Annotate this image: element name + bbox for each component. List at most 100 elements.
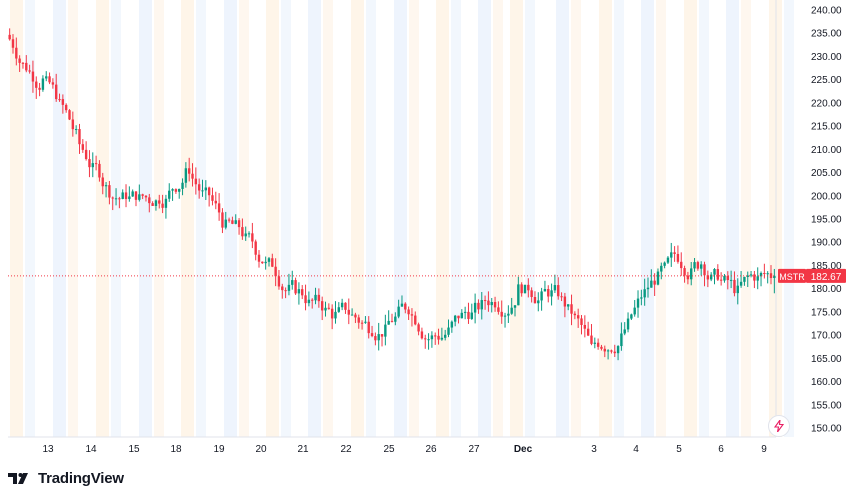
candle-body xyxy=(460,312,464,319)
candle-body xyxy=(48,76,51,83)
candle-body xyxy=(686,275,690,280)
y-tick-label: 150.00 xyxy=(811,424,842,435)
candle-body xyxy=(390,320,394,322)
candle-body xyxy=(227,219,231,221)
candle-body xyxy=(749,274,753,276)
candle-body xyxy=(81,144,85,150)
session-band xyxy=(53,0,66,437)
candle-body xyxy=(45,76,48,79)
candle-body xyxy=(94,163,98,165)
candle-body xyxy=(600,346,603,349)
session-band xyxy=(224,0,237,437)
session-band xyxy=(181,0,194,437)
candle-body xyxy=(264,261,267,264)
y-tick-label: 175.00 xyxy=(811,307,842,318)
candle-body xyxy=(118,198,121,200)
candlestick-chart[interactable]: 240.00 235.00 230.00 225.00 220.00 215.00 210.… xyxy=(0,0,852,462)
candle-body xyxy=(547,289,550,297)
session-band xyxy=(25,0,35,437)
lightning-icon xyxy=(773,420,785,432)
candle-body xyxy=(31,71,35,82)
candle-body xyxy=(480,300,483,310)
candle-body xyxy=(414,315,417,325)
session-band xyxy=(510,0,523,437)
session-band xyxy=(10,0,23,437)
candle-body xyxy=(487,300,490,306)
y-tick-label: 240.00 xyxy=(811,5,842,16)
candle-body xyxy=(417,324,420,332)
candle-body xyxy=(340,302,344,308)
session-band xyxy=(239,0,249,437)
candle-body xyxy=(493,301,497,308)
candle-body xyxy=(470,312,473,319)
candle-body xyxy=(424,338,427,340)
candle-body xyxy=(98,163,101,178)
candle-body xyxy=(267,258,271,262)
candle-body xyxy=(317,294,321,302)
candle-body xyxy=(144,195,148,198)
candle-body xyxy=(78,129,81,145)
candle-body xyxy=(64,104,68,111)
candle-body xyxy=(291,280,294,285)
candle-body xyxy=(633,307,636,315)
candle-body xyxy=(576,315,580,319)
candle-body xyxy=(676,253,680,262)
candle-body xyxy=(400,303,404,307)
candle-body xyxy=(636,298,640,308)
candle-body xyxy=(573,313,577,316)
candle-body xyxy=(434,335,437,337)
x-tick-label: 19 xyxy=(213,444,225,455)
candle-body xyxy=(497,307,500,312)
y-tick-label: 180.00 xyxy=(811,284,842,295)
candle-body xyxy=(709,274,713,280)
chart-area[interactable]: 240.00 235.00 230.00 225.00 220.00 215.00 210.… xyxy=(0,0,852,462)
brand-logo[interactable]: TradingView xyxy=(8,470,124,487)
x-tick-label: 15 xyxy=(128,444,140,455)
candle-body xyxy=(590,335,593,344)
candle-body xyxy=(154,200,158,206)
candle-body xyxy=(450,321,454,328)
candle-body xyxy=(394,316,397,322)
candle-body xyxy=(304,295,307,304)
candle-body xyxy=(550,290,553,297)
candle-body xyxy=(593,342,597,344)
candle-body xyxy=(666,257,670,263)
x-tick-label: Dec xyxy=(514,444,533,455)
x-tick-label: 18 xyxy=(170,444,182,455)
candle-body xyxy=(181,182,184,189)
candle-body xyxy=(274,266,277,277)
y-tick-label: 155.00 xyxy=(811,400,842,411)
candle-body xyxy=(653,280,656,285)
candle-body xyxy=(111,197,114,199)
tradingview-logo-icon xyxy=(8,473,28,484)
candle-body xyxy=(490,301,493,306)
x-tick-label: 6 xyxy=(718,444,724,455)
candle-body xyxy=(174,189,178,192)
candle-body xyxy=(643,289,646,298)
candle-body xyxy=(570,304,573,314)
candle-body xyxy=(287,284,291,291)
candle-body xyxy=(523,284,527,294)
candle-body xyxy=(739,281,743,286)
candle-body xyxy=(131,191,134,197)
candle-body xyxy=(124,192,128,200)
candle-body xyxy=(420,331,424,339)
candle-body xyxy=(108,185,111,198)
candle-body xyxy=(281,286,284,291)
lightning-button[interactable] xyxy=(768,415,790,437)
candle-body xyxy=(507,313,510,316)
symbol-tag xyxy=(778,268,806,283)
candle-body xyxy=(377,334,380,341)
last-price-label: 182.67 xyxy=(811,272,842,283)
candle-body xyxy=(297,289,301,294)
session-band xyxy=(656,0,666,437)
session-band xyxy=(308,0,321,437)
candle-body xyxy=(370,333,374,337)
candle-body xyxy=(437,335,440,340)
candle-body xyxy=(51,82,55,85)
x-tick-label: 22 xyxy=(340,444,352,455)
candle-body xyxy=(164,198,168,208)
candle-body xyxy=(184,168,188,183)
candle-body xyxy=(360,322,364,324)
candle-body xyxy=(101,177,104,187)
